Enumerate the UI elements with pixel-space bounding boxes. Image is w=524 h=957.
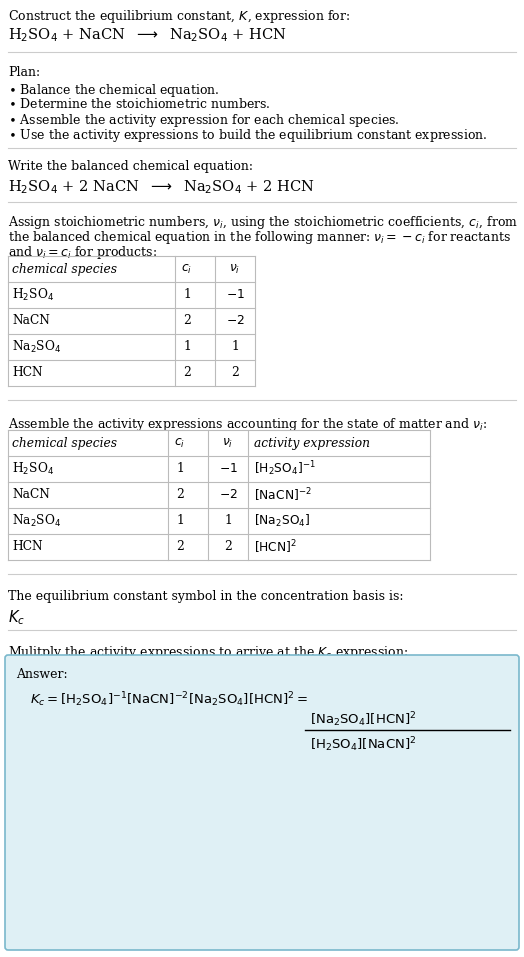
Text: $\bullet$ Assemble the activity expression for each chemical species.: $\bullet$ Assemble the activity expressi…	[8, 112, 400, 129]
Text: $-2$: $-2$	[226, 315, 244, 327]
Text: Construct the equilibrium constant, $K$, expression for:: Construct the equilibrium constant, $K$,…	[8, 8, 350, 25]
Text: $\bullet$ Balance the chemical equation.: $\bullet$ Balance the chemical equation.	[8, 82, 220, 99]
Text: H$_2$SO$_4$: H$_2$SO$_4$	[12, 461, 54, 477]
Text: Na$_2$SO$_4$: Na$_2$SO$_4$	[12, 513, 61, 529]
Text: $[\mathrm{Na_2SO_4}]$: $[\mathrm{Na_2SO_4}]$	[254, 513, 311, 529]
Text: $-1$: $-1$	[219, 462, 237, 476]
Text: NaCN: NaCN	[12, 315, 50, 327]
Text: activity expression: activity expression	[254, 436, 370, 450]
Text: 1: 1	[183, 341, 191, 353]
Text: chemical species: chemical species	[12, 436, 117, 450]
Text: 2: 2	[231, 367, 239, 380]
Text: 1: 1	[176, 462, 184, 476]
Text: $K_c$: $K_c$	[8, 608, 25, 627]
Text: H$_2$SO$_4$ + 2 NaCN  $\longrightarrow$  Na$_2$SO$_4$ + 2 HCN: H$_2$SO$_4$ + 2 NaCN $\longrightarrow$ N…	[8, 178, 315, 195]
Text: 2: 2	[224, 541, 232, 553]
Text: $[\mathrm{Na_2SO_4}][\mathrm{HCN}]^{2}$: $[\mathrm{Na_2SO_4}][\mathrm{HCN}]^{2}$	[310, 710, 417, 728]
Text: Na$_2$SO$_4$: Na$_2$SO$_4$	[12, 339, 61, 355]
Text: chemical species: chemical species	[12, 262, 117, 276]
Text: HCN: HCN	[12, 541, 42, 553]
Text: $c_i$: $c_i$	[174, 436, 185, 450]
Text: 2: 2	[183, 367, 191, 380]
Text: The equilibrium constant symbol in the concentration basis is:: The equilibrium constant symbol in the c…	[8, 590, 403, 603]
Text: Answer:: Answer:	[16, 668, 68, 681]
Text: $K_c = [\mathrm{H_2SO_4}]^{-1} [\mathrm{NaCN}]^{-2} [\mathrm{Na_2SO_4}] [\mathrm: $K_c = [\mathrm{H_2SO_4}]^{-1} [\mathrm{…	[30, 690, 308, 709]
Text: $[\mathrm{H_2SO_4}][\mathrm{NaCN}]^{2}$: $[\mathrm{H_2SO_4}][\mathrm{NaCN}]^{2}$	[310, 735, 417, 754]
Text: and $\nu_i = c_i$ for products:: and $\nu_i = c_i$ for products:	[8, 244, 157, 261]
Text: Assemble the activity expressions accounting for the state of matter and $\nu_i$: Assemble the activity expressions accoun…	[8, 416, 487, 433]
Text: $\bullet$ Determine the stoichiometric numbers.: $\bullet$ Determine the stoichiometric n…	[8, 97, 270, 111]
Text: $[\mathrm{HCN}]^{2}$: $[\mathrm{HCN}]^{2}$	[254, 538, 297, 556]
Text: Mulitply the activity expressions to arrive at the $K_c$ expression:: Mulitply the activity expressions to arr…	[8, 644, 408, 661]
Text: NaCN: NaCN	[12, 488, 50, 501]
Text: HCN: HCN	[12, 367, 42, 380]
Text: 2: 2	[176, 541, 184, 553]
Text: $\bullet$ Use the activity expressions to build the equilibrium constant express: $\bullet$ Use the activity expressions t…	[8, 127, 487, 144]
Text: 1: 1	[183, 288, 191, 301]
Text: H$_2$SO$_4$ + NaCN  $\longrightarrow$  Na$_2$SO$_4$ + HCN: H$_2$SO$_4$ + NaCN $\longrightarrow$ Na$…	[8, 26, 287, 44]
Text: 2: 2	[176, 488, 184, 501]
Text: Plan:: Plan:	[8, 66, 40, 79]
Text: 1: 1	[224, 515, 232, 527]
Text: Write the balanced chemical equation:: Write the balanced chemical equation:	[8, 160, 253, 173]
Text: $c_i$: $c_i$	[181, 262, 192, 276]
Text: 1: 1	[231, 341, 239, 353]
Text: $-1$: $-1$	[225, 288, 244, 301]
Text: $\nu_i$: $\nu_i$	[230, 262, 241, 276]
Text: Assign stoichiometric numbers, $\nu_i$, using the stoichiometric coefficients, $: Assign stoichiometric numbers, $\nu_i$, …	[8, 214, 518, 231]
Text: H$_2$SO$_4$: H$_2$SO$_4$	[12, 287, 54, 303]
FancyBboxPatch shape	[5, 655, 519, 950]
Text: 2: 2	[183, 315, 191, 327]
Text: $\nu_i$: $\nu_i$	[222, 436, 234, 450]
Text: $[\mathrm{NaCN}]^{-2}$: $[\mathrm{NaCN}]^{-2}$	[254, 486, 312, 503]
Text: $-2$: $-2$	[219, 488, 237, 501]
Text: the balanced chemical equation in the following manner: $\nu_i = -c_i$ for react: the balanced chemical equation in the fo…	[8, 229, 511, 246]
Text: $[\mathrm{H_2SO_4}]^{-1}$: $[\mathrm{H_2SO_4}]^{-1}$	[254, 459, 316, 478]
Text: 1: 1	[176, 515, 184, 527]
